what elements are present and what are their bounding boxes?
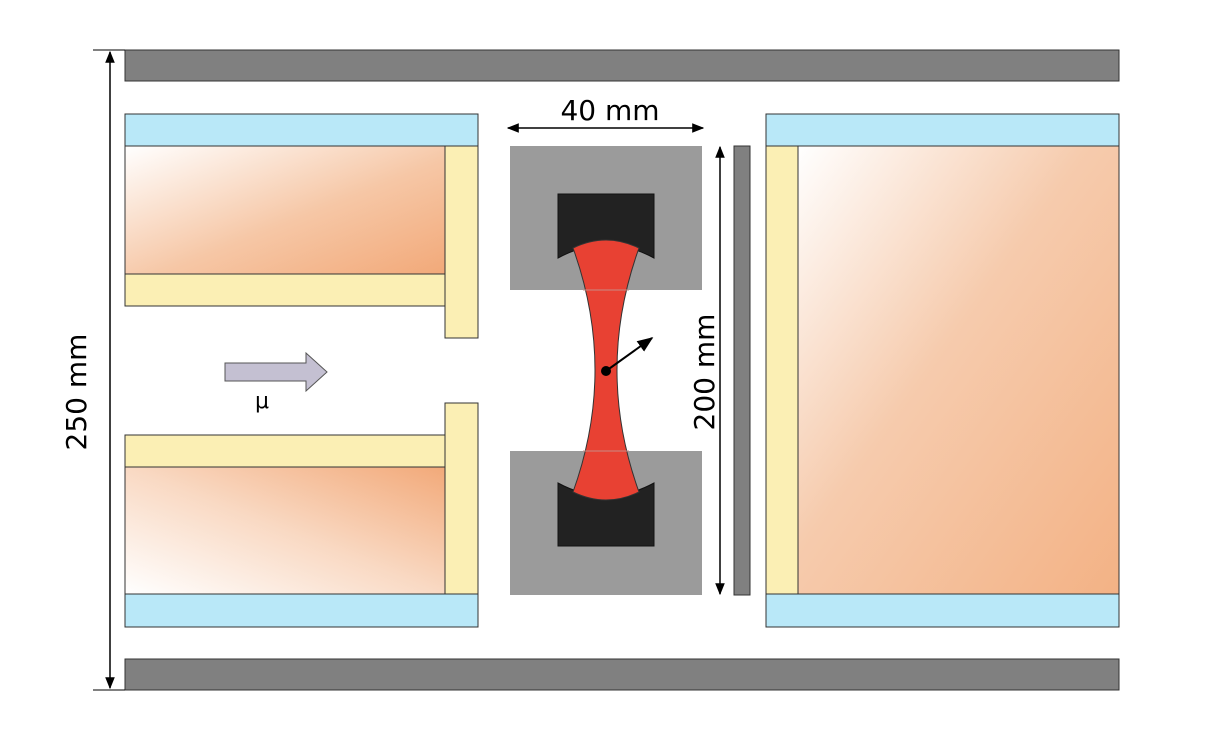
beam-arrow	[224, 351, 328, 393]
upper-left-spacer-horizontal	[124, 273, 446, 307]
right-spacer	[765, 145, 799, 595]
outer-height-dimension	[93, 49, 125, 691]
sample-holder	[510, 146, 702, 595]
lower-left-crystal	[124, 466, 446, 595]
thin-detector-plate	[733, 145, 751, 596]
lower-left-spacer-vertical	[444, 402, 479, 596]
upper-left-spacer-vertical	[444, 145, 479, 339]
right-top-shield	[765, 113, 1120, 147]
inner-height-dimension-label: 200 mm	[688, 314, 721, 431]
right-crystal	[797, 145, 1120, 595]
beam-label: μ	[255, 389, 269, 414]
right-detector	[765, 113, 1120, 628]
sample-direction-arrow	[605, 337, 654, 372]
width-dimension-label: 40 mm	[560, 94, 659, 127]
upper-left-crystal	[124, 145, 446, 275]
lower-left-spacer-horizontal	[124, 434, 446, 468]
upper-left-detector	[124, 113, 479, 339]
lower-left-detector	[124, 402, 479, 628]
bottom-frame-bar	[124, 658, 1120, 691]
top-frame-bar	[124, 49, 1120, 82]
upper-left-shield	[124, 113, 479, 147]
right-bottom-shield	[765, 593, 1120, 628]
outer-height-label: 250 mm	[60, 334, 93, 451]
lower-left-shield	[124, 593, 479, 628]
